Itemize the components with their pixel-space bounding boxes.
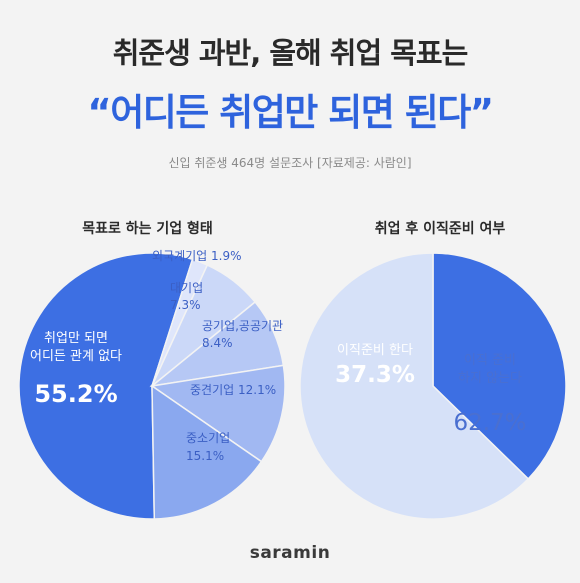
slice-category: 중소기업 [186, 431, 230, 445]
slice-category: 외국계기업 [152, 249, 211, 263]
slice-category: 대기업 [170, 281, 203, 295]
slice-category: 취업만 되면 [44, 331, 108, 346]
slice-label: 중견기업 12.1% [190, 383, 276, 397]
saramin-logo: saramin [249, 543, 331, 563]
pie-slice [299, 252, 530, 520]
chart1-title: 목표로 하는 기업 형태 [82, 221, 213, 237]
slice-value: 15.1% [186, 449, 224, 463]
pie-slice [151, 384, 263, 520]
subtitle: 신입 취준생 464명 설문조사 [자료제공: 사람인] [168, 156, 412, 170]
slice-label: 외국계기업 1.9% [152, 249, 242, 263]
slice-value: 12.1% [238, 383, 276, 397]
slice-category: 중견기업 [190, 383, 238, 397]
slice-value: 55.2% [34, 380, 117, 408]
slice-category: 어디든 관계 없다 [30, 349, 122, 364]
slice-value: 1.9% [211, 249, 242, 263]
pie-slice [150, 364, 286, 463]
slice-value: 8.4% [202, 336, 233, 350]
headline-line2: “어디든 취업만 되면 된다” [87, 91, 494, 134]
pie-slice [432, 252, 567, 480]
slice-value: 37.3% [335, 362, 415, 388]
headline-line1: 취준생 과반, 올해 취업 목표는 [112, 36, 469, 70]
pie-slice [18, 252, 194, 520]
slice-value: 7.3% [170, 298, 201, 312]
slice-category: 하지 않는다 [458, 371, 522, 386]
slice-category: 이직준비 한다 [337, 343, 413, 358]
slice-value: 62.7% [453, 410, 526, 436]
slice-category: 공기업,공공기관 [202, 319, 283, 333]
slice-category: 이직 준비 [464, 353, 516, 368]
chart2-title: 취업 후 이직준비 여부 [374, 221, 506, 237]
